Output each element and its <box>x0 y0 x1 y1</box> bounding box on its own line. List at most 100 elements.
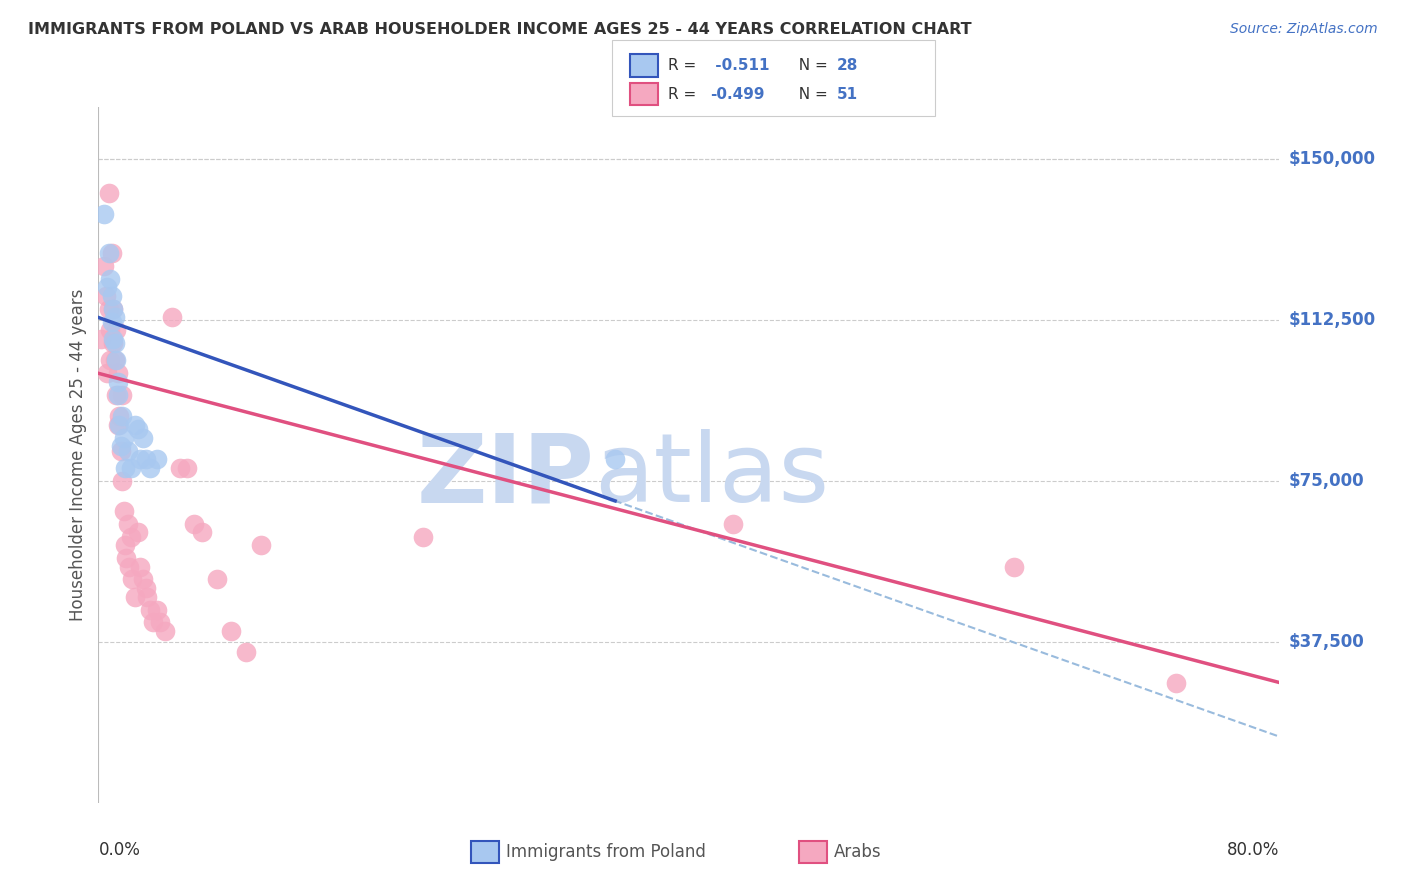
Point <box>96 367 118 381</box>
Point <box>120 529 142 543</box>
Text: IMMIGRANTS FROM POLAND VS ARAB HOUSEHOLDER INCOME AGES 25 - 44 YEARS CORRELATION: IMMIGRANTS FROM POLAND VS ARAB HOUSEHOLD… <box>28 22 972 37</box>
Text: 51: 51 <box>837 87 858 102</box>
Point <box>135 452 157 467</box>
Point <box>114 538 136 552</box>
Point <box>128 559 150 574</box>
Point <box>104 336 127 351</box>
Text: Arabs: Arabs <box>834 843 882 862</box>
Point <box>118 559 141 574</box>
Point <box>124 417 146 432</box>
Point <box>98 353 121 368</box>
Point <box>117 516 139 531</box>
Point <box>110 439 132 453</box>
Point <box>221 624 243 638</box>
Point <box>132 573 155 587</box>
Point <box>100 315 122 329</box>
Point <box>183 516 205 531</box>
Text: $112,500: $112,500 <box>1289 310 1376 328</box>
Point <box>107 367 129 381</box>
Point <box>97 301 120 316</box>
Point <box>103 336 125 351</box>
Text: -0.511: -0.511 <box>710 58 769 73</box>
Point <box>205 573 228 587</box>
Point <box>90 332 112 346</box>
Point <box>162 310 183 325</box>
Point <box>139 460 162 475</box>
Point <box>124 590 146 604</box>
Point <box>104 353 127 368</box>
Point <box>108 417 131 432</box>
Point <box>146 602 169 616</box>
Point <box>112 431 135 445</box>
Point <box>103 301 125 316</box>
Point <box>149 615 172 630</box>
Point <box>136 590 159 604</box>
Point <box>97 186 120 200</box>
Point <box>128 452 150 467</box>
Point <box>108 409 131 424</box>
Point <box>1166 675 1188 690</box>
Point <box>104 310 127 325</box>
Point <box>1002 559 1025 574</box>
Point <box>132 431 155 445</box>
Y-axis label: Householder Income Ages 25 - 44 years: Householder Income Ages 25 - 44 years <box>69 289 87 621</box>
Point <box>98 272 121 286</box>
Text: 80.0%: 80.0% <box>1227 841 1279 859</box>
Point <box>114 460 136 475</box>
Point <box>135 581 157 595</box>
Point <box>112 504 135 518</box>
Point <box>100 289 122 303</box>
Point <box>103 301 125 316</box>
Text: 0.0%: 0.0% <box>98 841 141 859</box>
Point <box>94 289 117 303</box>
Text: R =: R = <box>668 58 702 73</box>
Text: Source: ZipAtlas.com: Source: ZipAtlas.com <box>1230 22 1378 37</box>
Point <box>107 388 129 402</box>
Point <box>93 259 115 273</box>
Text: $150,000: $150,000 <box>1289 150 1376 168</box>
Point <box>191 525 214 540</box>
Point <box>110 443 132 458</box>
Point <box>139 602 162 616</box>
Point <box>127 422 149 436</box>
Point <box>105 388 128 402</box>
Point <box>723 516 745 531</box>
Point <box>153 624 176 638</box>
Point <box>107 375 129 389</box>
Text: N =: N = <box>789 58 832 73</box>
Text: 28: 28 <box>837 58 858 73</box>
Point <box>142 615 165 630</box>
Point <box>93 207 115 221</box>
Point <box>605 452 627 467</box>
Point <box>97 246 120 260</box>
Point <box>103 332 125 346</box>
Point <box>107 417 129 432</box>
Point <box>111 388 134 402</box>
Point <box>235 645 257 659</box>
Point <box>120 460 142 475</box>
Text: R =: R = <box>668 87 702 102</box>
Point <box>146 452 169 467</box>
Text: atlas: atlas <box>595 429 830 523</box>
Point <box>176 460 198 475</box>
Point <box>250 538 273 552</box>
Point <box>115 551 138 566</box>
Point <box>412 529 434 543</box>
Text: -0.499: -0.499 <box>710 87 765 102</box>
Text: ZIP: ZIP <box>416 429 595 523</box>
Point <box>96 280 118 294</box>
Text: $37,500: $37,500 <box>1289 632 1365 651</box>
Point <box>117 443 139 458</box>
Point <box>127 525 149 540</box>
Point <box>121 573 143 587</box>
Point <box>100 246 122 260</box>
Point <box>98 323 121 337</box>
Point <box>105 353 128 368</box>
Point <box>105 323 128 337</box>
Point <box>169 460 191 475</box>
Point <box>111 409 134 424</box>
Point <box>111 474 134 488</box>
Text: N =: N = <box>789 87 832 102</box>
Text: Immigrants from Poland: Immigrants from Poland <box>506 843 706 862</box>
Text: $75,000: $75,000 <box>1289 472 1365 490</box>
